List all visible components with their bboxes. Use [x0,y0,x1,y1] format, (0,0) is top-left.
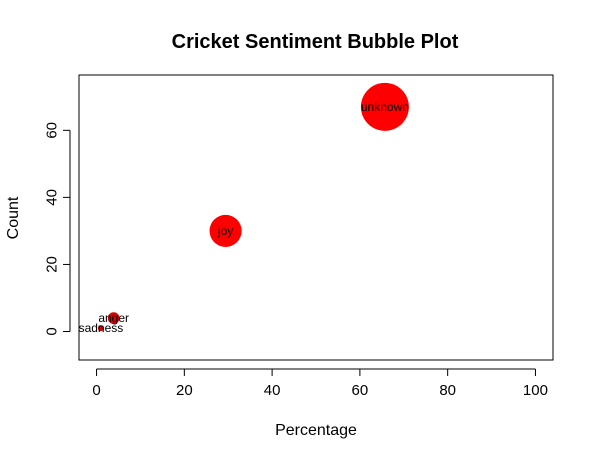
y-axis-label: Count [5,196,22,239]
bubble-anger [107,312,120,324]
chart-title: Cricket Sentiment Bubble Plot [172,31,459,53]
y-axis: 0 20 40 60 [44,122,71,336]
bubble-joy [209,214,242,247]
plot-frame [78,74,554,361]
x-tick-label: 20 [176,382,193,399]
x-tick-label: 80 [439,382,456,399]
y-tick-label: 20 [44,256,61,273]
x-tick-label: 60 [352,382,369,399]
bubble-unknown [360,82,409,131]
bubble-label-sadness: sadness [79,321,124,335]
x-tick-label: 40 [264,382,281,399]
bubble-label-anger: anger [98,311,129,325]
x-axis-label: Percentage [275,422,357,439]
bubble-label-joy: joy [217,224,233,238]
x-axis: 0 20 40 60 80 100 [92,368,548,399]
y-tick-label: 0 [44,327,61,335]
x-tick-label: 0 [92,382,100,399]
bubble-sadness [97,325,104,332]
y-tick-label: 60 [44,122,61,139]
bubble-label-unknown: unknown [361,100,409,114]
x-tick-label: 100 [523,382,548,399]
y-tick-label: 40 [44,189,61,206]
